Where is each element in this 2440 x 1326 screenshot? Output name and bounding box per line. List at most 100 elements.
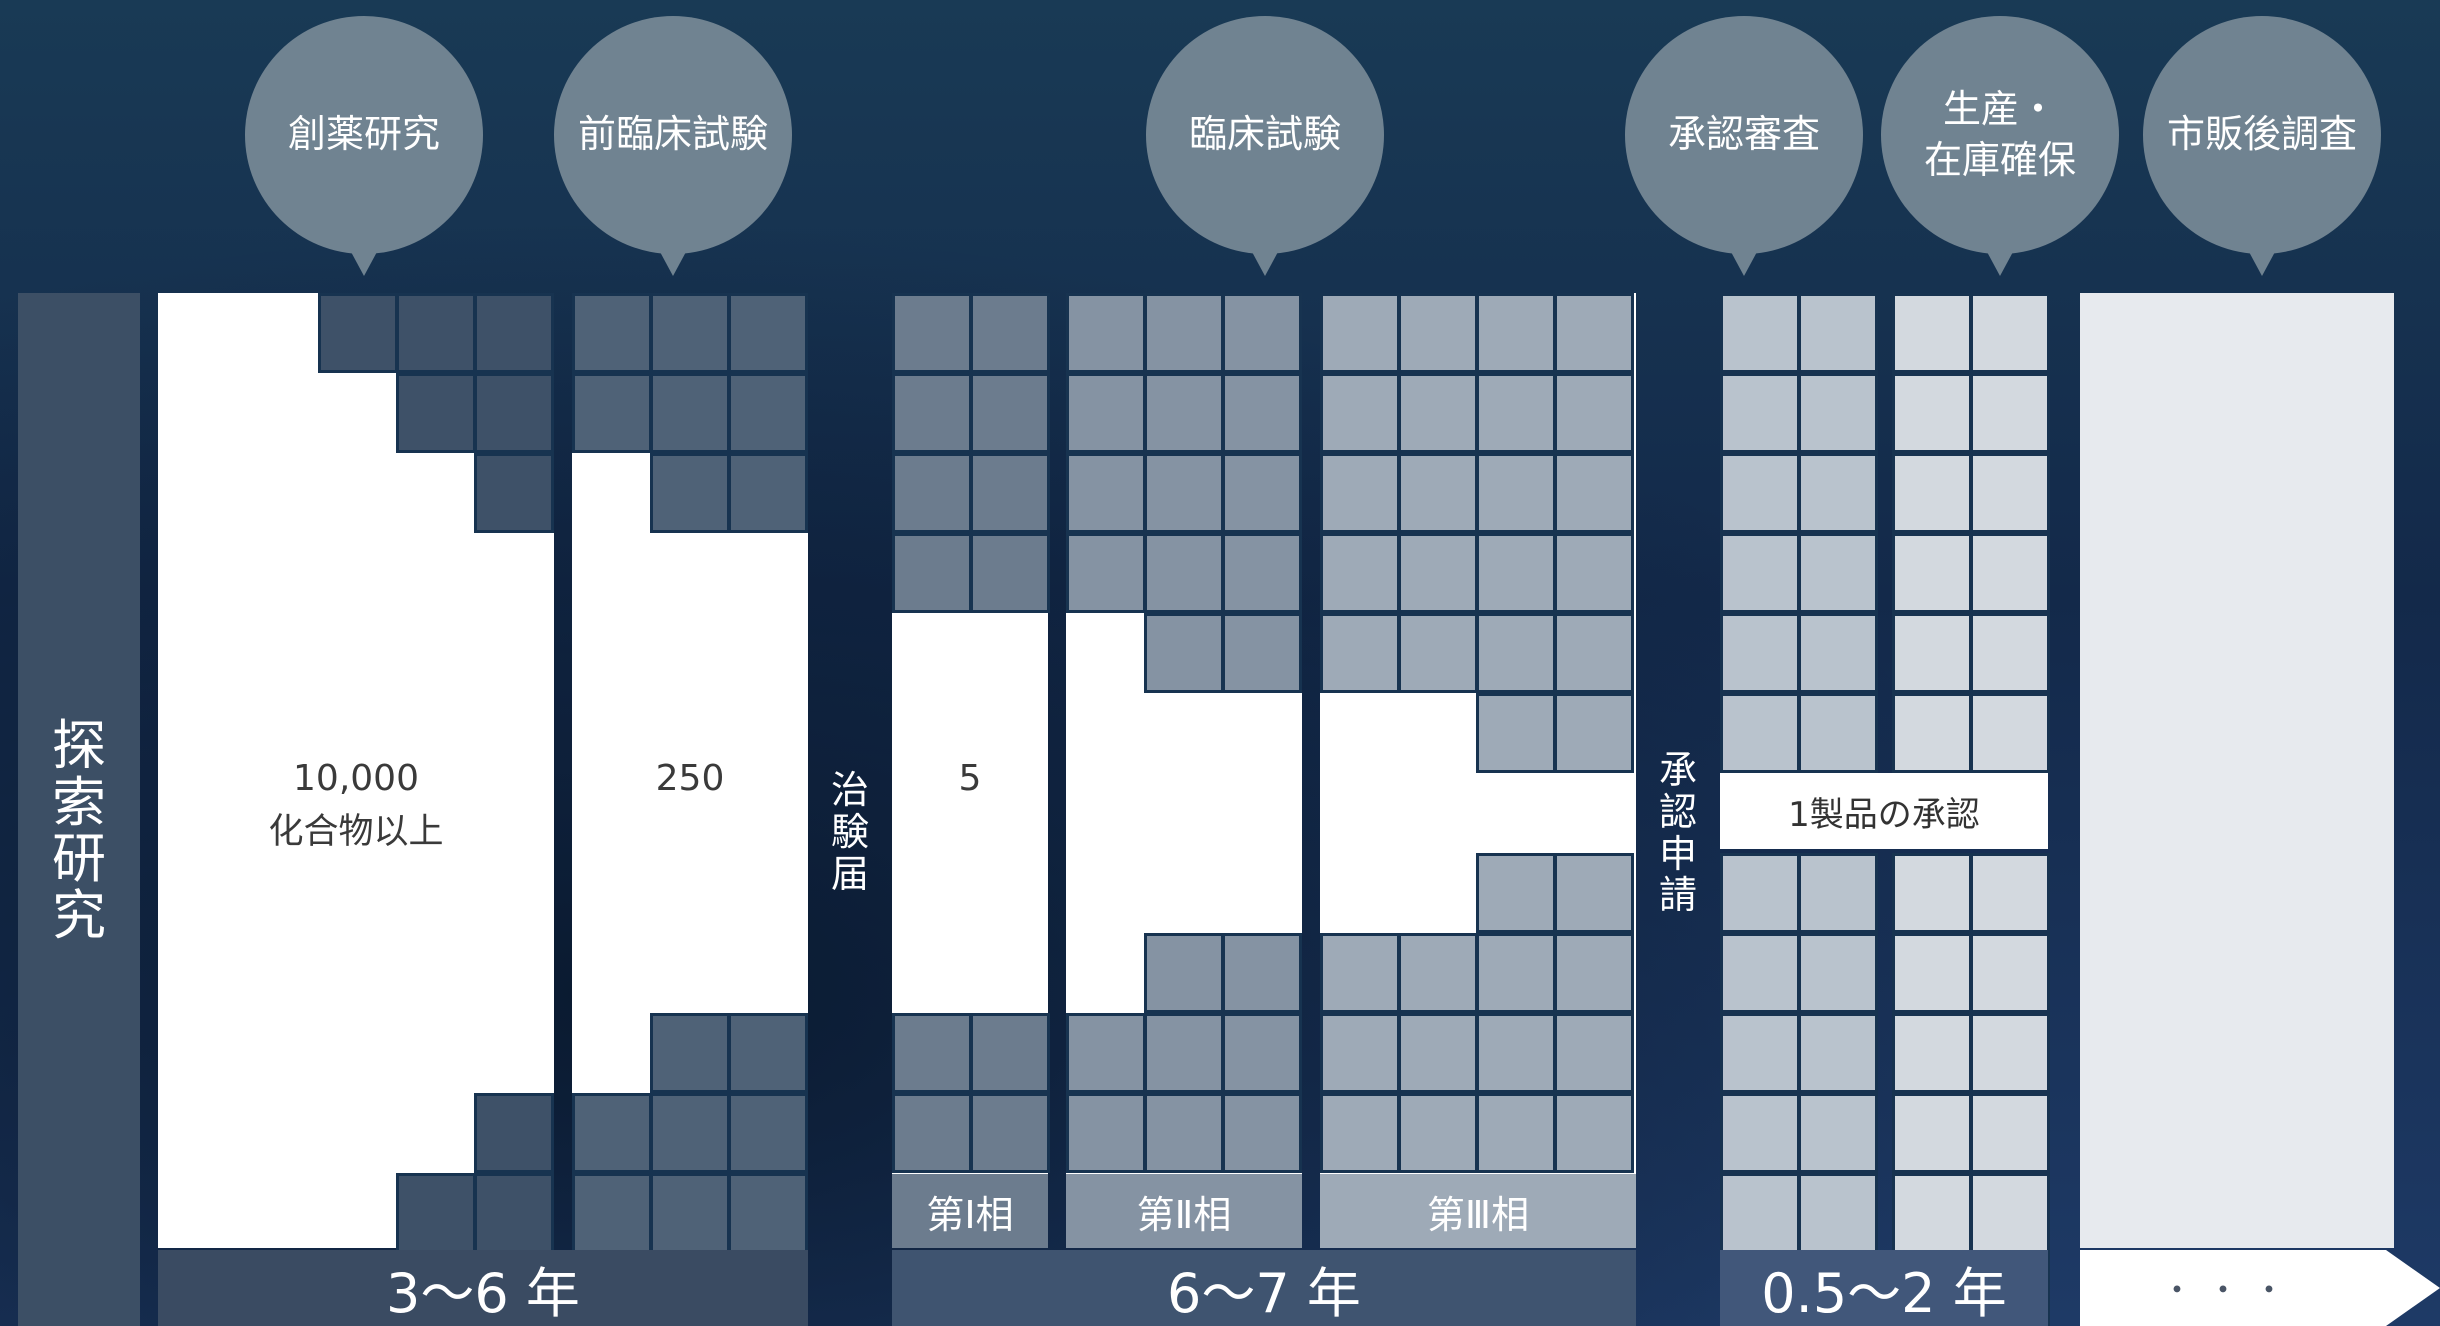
grid-cell	[1892, 693, 1972, 773]
vertical-label-char: 届	[830, 851, 869, 896]
grid-cell	[1222, 933, 1302, 1013]
grid-cell	[892, 373, 972, 453]
grid-cell	[1476, 933, 1556, 1013]
grid-cell	[728, 1173, 808, 1253]
grid-cell	[1222, 1093, 1302, 1173]
grid-cell	[1398, 373, 1478, 453]
grid-cell	[1798, 613, 1878, 693]
grid-cell	[970, 1093, 1050, 1173]
grid-cell	[1320, 1093, 1400, 1173]
grid-cell	[1970, 533, 2050, 613]
grid-cell	[1720, 853, 1800, 933]
grid-cell	[1144, 293, 1224, 373]
approval-duration: 0.5～2 年	[1720, 1250, 2048, 1326]
grid-cell	[1798, 1093, 1878, 1173]
grid-cell	[396, 373, 476, 453]
bubble-pointer	[1251, 250, 1279, 276]
grid-cell	[1398, 933, 1478, 1013]
grid-cell	[1970, 693, 2050, 773]
grid-cell	[892, 453, 972, 533]
grid-cell	[1320, 373, 1400, 453]
grid-cell	[1554, 1013, 1634, 1093]
grid-cell	[1066, 533, 1146, 613]
grid-cell	[1798, 533, 1878, 613]
grid-cell	[650, 1093, 730, 1173]
grid-cell	[1720, 693, 1800, 773]
bubble-discovery: 創薬研究	[245, 16, 483, 254]
grid-cell	[1892, 1093, 1972, 1173]
grid-cell	[474, 293, 554, 373]
grid-cell	[1476, 293, 1556, 373]
grid-cell	[1720, 933, 1800, 1013]
grid-cell	[572, 373, 652, 453]
grid-cell	[1798, 853, 1878, 933]
vertical-label-char: 治	[830, 768, 869, 812]
grid-cell	[1066, 453, 1146, 533]
grid-cell	[572, 293, 652, 373]
grid-cell	[1892, 1173, 1972, 1253]
grid-cell	[474, 373, 554, 453]
grid-cell	[1222, 453, 1302, 533]
grid-cell	[1320, 533, 1400, 613]
phase1-count: 5	[958, 758, 982, 799]
grid-cell	[728, 293, 808, 373]
vertical-label-char: 認	[1658, 789, 1697, 834]
grid-cell	[1476, 613, 1556, 693]
compounds-unit: 化合物以上	[268, 812, 444, 852]
grid-cell	[970, 373, 1050, 453]
grid-cell	[1892, 1013, 1972, 1093]
grid-cell	[1970, 853, 2050, 933]
grid-cell	[1720, 613, 1800, 693]
grid-cell	[572, 1093, 652, 1173]
grid-cell	[1892, 533, 1972, 613]
grid-cell	[1320, 1013, 1400, 1093]
grid-cell	[728, 1013, 808, 1093]
grid-cell	[892, 293, 972, 373]
grid-cell	[1066, 1093, 1146, 1173]
grid-cell	[1554, 613, 1634, 693]
grid-cell	[1476, 453, 1556, 533]
grid-cell	[1554, 933, 1634, 1013]
grid-cell	[1970, 1093, 2050, 1173]
grid-cell	[572, 1173, 652, 1253]
postmarket-panel	[2080, 293, 2394, 1248]
grid-cell	[1970, 1173, 2050, 1253]
grid-cell	[1476, 1013, 1556, 1093]
grid-cell	[1798, 453, 1878, 533]
grid-cell	[1066, 373, 1146, 453]
grid-cell	[1476, 533, 1556, 613]
grid-cell	[650, 373, 730, 453]
grid-cell	[1398, 533, 1478, 613]
grid-cell	[1892, 933, 1972, 1013]
phase2-label: 第Ⅱ相	[1066, 1174, 1302, 1248]
grid-cell	[1066, 1013, 1146, 1093]
bubble-pointer	[1730, 250, 1758, 276]
grid-cell	[1398, 453, 1478, 533]
grid-cell	[1798, 293, 1878, 373]
grid-cell	[1798, 373, 1878, 453]
grid-cell	[1476, 853, 1556, 933]
grid-cell	[1398, 1013, 1478, 1093]
bubble-production: 生産・ 在庫確保	[1881, 16, 2119, 254]
grid-cell	[1970, 373, 2050, 453]
grid-cell	[474, 1173, 554, 1253]
grid-cell	[650, 1013, 730, 1093]
grid-cell	[1144, 533, 1224, 613]
grid-cell	[1476, 373, 1556, 453]
grid-cell	[1970, 453, 2050, 533]
grid-cell	[1720, 453, 1800, 533]
grid-cell	[1798, 1173, 1878, 1253]
vertical-label-char: 究	[52, 884, 106, 948]
clinical-trial-notification-label: 治験届	[822, 768, 878, 896]
grid-cell	[1222, 613, 1302, 693]
grid-cell	[728, 373, 808, 453]
grid-cell	[1398, 293, 1478, 373]
bubble-approval: 承認審査	[1625, 16, 1863, 254]
grid-cell	[1892, 373, 1972, 453]
grid-cell	[1798, 1013, 1878, 1093]
vertical-label-char: 探	[52, 714, 106, 777]
grid-cell	[970, 1013, 1050, 1093]
grid-cell	[1222, 293, 1302, 373]
exploratory-research-bar	[18, 293, 140, 1326]
